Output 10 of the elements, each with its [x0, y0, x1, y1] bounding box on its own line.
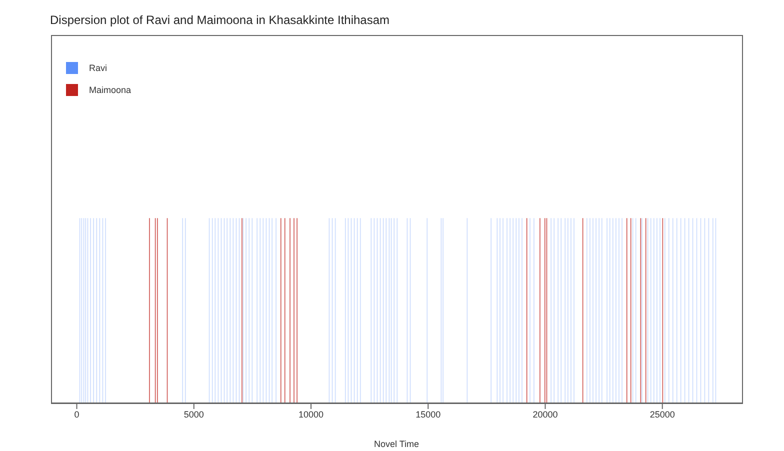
- legend-label: Maimoona: [89, 85, 132, 95]
- x-tick-label: 15000: [416, 409, 441, 420]
- x-tick-label: 10000: [298, 409, 324, 420]
- legend-label: Ravi: [89, 63, 108, 73]
- chart-title: Dispersion plot of Ravi and Maimoona in Khasakkinte Ithihasam: [50, 13, 390, 27]
- x-tick-label: 20000: [532, 409, 558, 420]
- x-tick-label: 5000: [184, 409, 204, 420]
- x-tick-label: 0: [74, 409, 80, 420]
- x-tick-label: 25000: [650, 409, 675, 420]
- x-axis-title: Novel Time: [374, 439, 420, 449]
